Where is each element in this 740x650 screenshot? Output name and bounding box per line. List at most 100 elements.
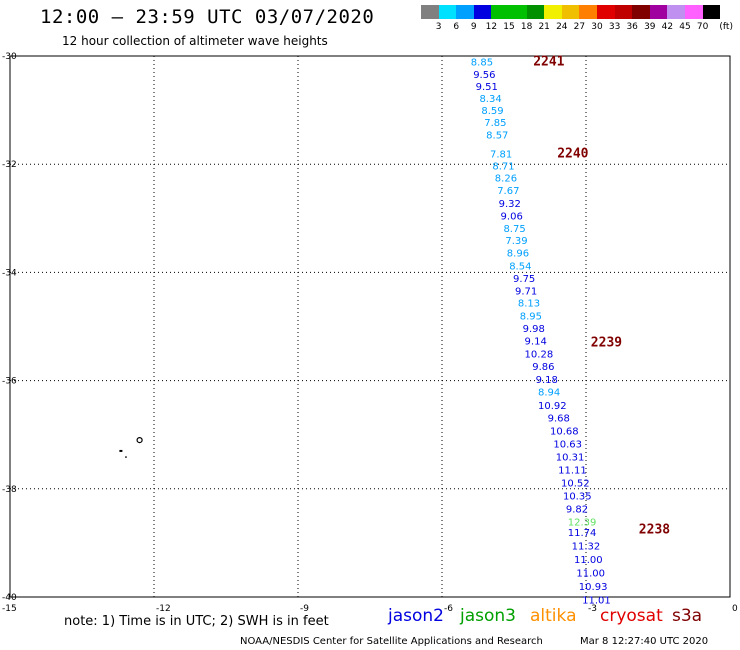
wave-height-value: 9.14 — [525, 337, 547, 348]
legend-swatch — [421, 5, 439, 19]
wave-height-value: 11.32 — [572, 542, 601, 553]
wave-height-value: 7.67 — [497, 186, 519, 197]
wave-height-value: 10.68 — [550, 426, 579, 437]
legend-label: 70 — [696, 22, 709, 32]
pass-label: 2241 — [533, 54, 564, 69]
legend-swatch — [438, 5, 457, 19]
wave-height-value: 9.98 — [523, 324, 545, 335]
wave-height-value: 8.26 — [495, 174, 517, 185]
legend-swatch — [614, 5, 633, 19]
legend-label: 9 — [470, 22, 477, 32]
legend-swatch — [649, 5, 668, 19]
legend-swatch — [491, 5, 509, 19]
island-shape — [136, 437, 143, 444]
wave-height-value: 11.00 — [576, 569, 605, 580]
legend-swatch — [544, 5, 562, 19]
wave-height-value: 8.85 — [471, 57, 493, 68]
satellite-label-jason3: jason3 — [460, 606, 516, 626]
legend-label: 33 — [608, 22, 621, 32]
wave-height-color-legend — [421, 5, 721, 19]
lon-tick-label: -3 — [588, 604, 597, 614]
wave-height-value: 11.01 — [582, 596, 611, 607]
wave-height-value: 9.86 — [532, 362, 554, 373]
legend-swatch — [526, 5, 545, 19]
wave-height-value: 7.81 — [490, 149, 512, 160]
legend-label: 27 — [573, 22, 586, 32]
wave-height-value: 7.85 — [484, 118, 506, 129]
lon-tick-label: -6 — [444, 604, 453, 614]
lat-tick-label: -30 — [2, 52, 17, 62]
wave-height-value: 8.95 — [520, 312, 542, 323]
lat-tick-label: -34 — [2, 268, 17, 278]
legend-label: 24 — [556, 22, 568, 32]
legend-swatch — [456, 5, 474, 19]
wave-height-value: 10.35 — [563, 491, 592, 502]
wave-height-value: 11.00 — [574, 555, 603, 566]
satellite-label-altika: altika — [530, 606, 577, 626]
wave-height-value: 9.71 — [515, 286, 537, 297]
pass-label: 2238 — [639, 522, 670, 537]
legend-label: 30 — [591, 22, 603, 32]
legend-unit: (ft) — [719, 22, 733, 32]
wave-height-value: 9.18 — [536, 375, 558, 386]
legend-swatch — [702, 5, 721, 19]
wave-height-value: 8.13 — [518, 299, 540, 310]
legend-label: 36 — [626, 22, 638, 32]
lat-tick-label: -32 — [2, 160, 17, 170]
footer-organization: NOAA/NESDIS Center for Satellite Applica… — [240, 636, 543, 647]
legend-swatch — [632, 5, 650, 19]
wave-height-value: 9.51 — [476, 82, 498, 93]
wave-height-value: 10.52 — [561, 478, 590, 489]
wave-height-value: 10.28 — [525, 350, 554, 361]
wave-height-value: 10.92 — [538, 401, 567, 412]
satellite-label-cryosat: cryosat — [600, 606, 663, 626]
lat-tick-label: -40 — [2, 593, 17, 603]
wave-height-value: 8.94 — [538, 387, 560, 398]
wave-height-value: 8.34 — [479, 94, 501, 105]
wave-height-value: 8.75 — [503, 224, 525, 235]
footer-note: note: 1) Time is in UTC; 2) SWH is in fe… — [64, 614, 329, 629]
pass-label: 2239 — [591, 336, 622, 351]
lat-tick-label: -36 — [2, 377, 17, 387]
page-subtitle: 12 hour collection of altimeter wave hei… — [62, 34, 328, 48]
legend-label: 42 — [661, 22, 674, 32]
wave-height-value: 10.63 — [553, 439, 582, 450]
island-shape — [125, 456, 127, 458]
lon-tick-label: 0 — [732, 604, 738, 614]
wave-height-value: 10.93 — [579, 582, 608, 593]
wave-height-value: 7.39 — [505, 236, 527, 247]
legend-label: 6 — [453, 22, 460, 32]
legend-swatch — [596, 5, 615, 19]
island-shape — [119, 449, 123, 452]
page-title: 12:00 — 23:59 UTC 03/07/2020 — [40, 6, 375, 28]
wave-height-value: 10.31 — [556, 452, 585, 463]
wave-height-value: 9.56 — [473, 70, 495, 81]
legend-swatch — [684, 5, 703, 19]
legend-swatch — [667, 5, 685, 19]
legend-label: 12 — [485, 22, 498, 32]
legend-label: 21 — [538, 22, 550, 32]
legend-swatch — [579, 5, 597, 19]
legend-label: 3 — [435, 22, 442, 32]
wave-height-value: 8.96 — [507, 248, 529, 259]
wave-height-value: 8.71 — [492, 161, 514, 172]
wave-height-value: 9.75 — [513, 274, 535, 285]
wave-height-value: 9.32 — [499, 199, 521, 210]
legend-swatch — [508, 5, 527, 19]
wave-height-value: 11.74 — [568, 528, 597, 539]
legend-swatch — [561, 5, 580, 19]
lon-tick-label: -9 — [300, 604, 309, 614]
wave-height-value: 12.39 — [568, 517, 597, 528]
satellite-label-jason2: jason2 — [388, 606, 444, 626]
legend-label: 39 — [644, 22, 656, 32]
legend-swatch — [473, 5, 492, 19]
legend-label: 15 — [503, 22, 515, 32]
wave-height-value: 8.54 — [509, 261, 531, 272]
legend-label: 18 — [520, 22, 533, 32]
footer-timestamp: Mar 8 12:27:40 UTC 2020 — [580, 636, 709, 647]
wave-height-value: 8.57 — [486, 130, 508, 141]
pass-label: 2240 — [557, 146, 588, 161]
wave-height-value: 11.11 — [558, 465, 587, 476]
